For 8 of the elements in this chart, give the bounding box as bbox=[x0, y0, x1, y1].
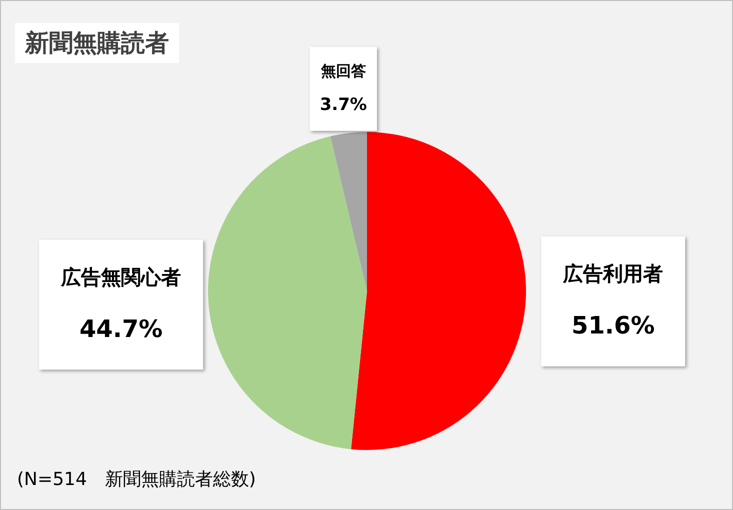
data-label: 3.7% bbox=[320, 95, 367, 116]
slice-label: 無回答 bbox=[320, 62, 366, 80]
slice-label: 広告利用者 bbox=[562, 262, 664, 286]
data-label: 51.6% bbox=[572, 312, 655, 340]
slice-label: 広告無関心者 bbox=[60, 264, 182, 289]
chart-title: 新聞無購読者 bbox=[15, 23, 179, 63]
text: (N=514 新聞無購読者総数) bbox=[17, 468, 256, 491]
data-label: 44.7% bbox=[79, 314, 163, 343]
